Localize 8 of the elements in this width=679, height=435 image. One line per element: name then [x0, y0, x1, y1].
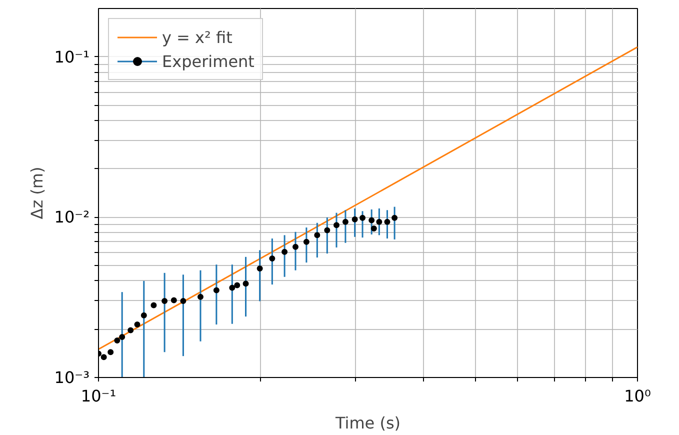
x-tick-label: 10⁰	[624, 386, 651, 406]
y-axis-title: Δz (m)	[27, 166, 46, 220]
x-axis-title: Time (s)	[334, 414, 401, 432]
y-tick-label: 10⁻²	[54, 208, 90, 227]
y-tick-label: 10⁻¹	[54, 47, 90, 66]
legend-label: Experiment	[162, 52, 254, 70]
legend-label: y = x² fit	[162, 28, 232, 46]
y-tick-label: 10⁻³	[54, 368, 90, 387]
